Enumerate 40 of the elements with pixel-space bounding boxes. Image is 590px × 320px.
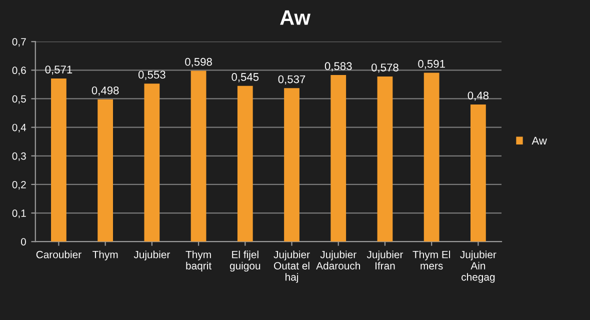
- data-label: 0,583: [324, 62, 352, 72]
- bar: [377, 76, 393, 242]
- y-tick-label: 0,1: [12, 210, 26, 218]
- data-label: 0,578: [372, 64, 398, 73]
- y-tick-label: 0,3: [12, 152, 26, 161]
- data-label: 0,591: [418, 60, 445, 70]
- x-tick-label: Jujubier Adarouch: [316, 250, 360, 270]
- data-label: 0,48: [468, 92, 489, 101]
- y-tick-label: 0,6: [12, 66, 26, 76]
- x-tick-label: Thym baqrit: [186, 250, 212, 272]
- data-label: 0,553: [138, 70, 166, 80]
- data-label: 0,537: [278, 75, 306, 85]
- x-tick-label: Thym El mers: [412, 250, 450, 270]
- data-label: 0,498: [92, 86, 119, 96]
- data-label: 0,571: [45, 66, 72, 75]
- y-tick-label: 0,2: [12, 180, 26, 190]
- y-tick-label: 0,7: [12, 38, 26, 47]
- x-tick-label: Caroubier: [36, 250, 82, 258]
- bar: [470, 104, 486, 242]
- legend-label: Aw: [532, 136, 547, 144]
- x-tick-label: Jujubier Ain chegag: [460, 250, 496, 283]
- bar: [51, 78, 66, 242]
- x-tick-label: Jujubier Ifran: [366, 250, 404, 270]
- data-label: 0,598: [185, 58, 212, 68]
- bar: [284, 88, 300, 242]
- bar: [98, 99, 114, 242]
- bar: [237, 86, 253, 242]
- x-tick-label: Jujubier: [134, 250, 170, 260]
- y-tick-label: 0,4: [12, 124, 26, 132]
- y-tick-label: 0: [20, 238, 26, 246]
- bar: [424, 72, 440, 242]
- y-tick-label: 0,5: [12, 95, 26, 104]
- bar: [190, 70, 206, 242]
- x-tick-label: El fijel guigou: [230, 250, 260, 272]
- bar: [144, 84, 160, 242]
- bar: [330, 75, 346, 242]
- x-tick-label: Thym: [92, 250, 118, 260]
- x-tick-label: Jujubier Outat el haj: [274, 250, 310, 283]
- chart-title: Aw: [280, 10, 310, 25]
- data-label: 0,545: [232, 73, 259, 82]
